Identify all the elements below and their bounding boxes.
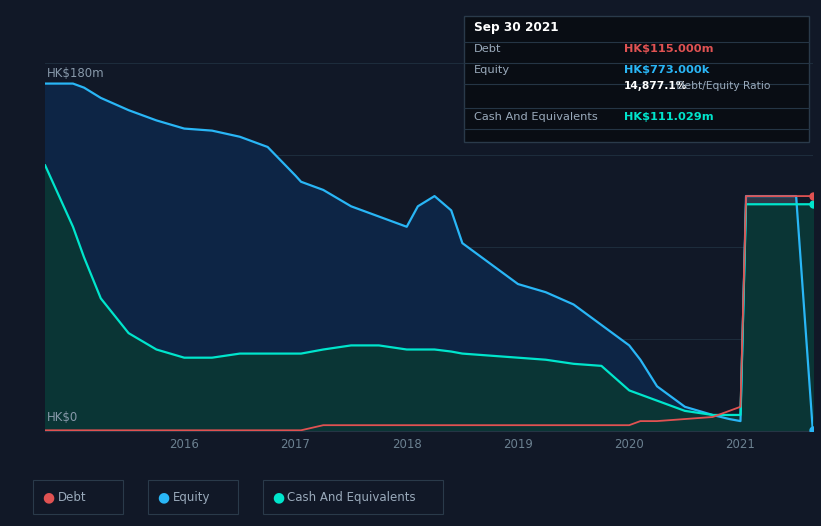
Text: Sep 30 2021: Sep 30 2021 (474, 21, 558, 34)
Text: Cash And Equivalents: Cash And Equivalents (474, 112, 598, 122)
Text: ●: ● (158, 490, 170, 504)
Text: ●: ● (273, 490, 285, 504)
Text: HK$115.000m: HK$115.000m (624, 44, 713, 54)
Text: Equity: Equity (474, 65, 510, 75)
Text: HK$180m: HK$180m (47, 67, 104, 80)
Text: HK$111.029m: HK$111.029m (624, 112, 713, 122)
Text: 14,877.1%: 14,877.1% (624, 82, 687, 92)
Text: HK$773.000k: HK$773.000k (624, 65, 709, 75)
Text: Debt/Equity Ratio: Debt/Equity Ratio (673, 82, 771, 92)
Text: HK$0: HK$0 (47, 411, 78, 424)
Text: ●: ● (43, 490, 55, 504)
Text: Cash And Equivalents: Cash And Equivalents (287, 491, 416, 503)
Text: Debt: Debt (57, 491, 86, 503)
Text: Debt: Debt (474, 44, 501, 54)
Text: Equity: Equity (172, 491, 210, 503)
